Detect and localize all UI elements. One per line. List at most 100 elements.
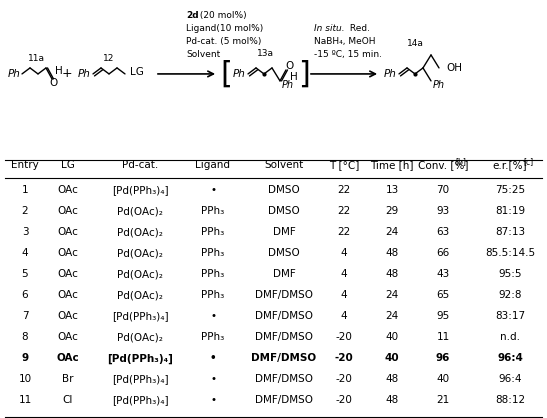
Text: •: • (210, 395, 216, 405)
Text: [Pd(PPh₃)₄]: [Pd(PPh₃)₄] (112, 375, 168, 385)
Text: [Pd(PPh₃)₄]: [Pd(PPh₃)₄] (112, 395, 168, 405)
Text: Ph: Ph (233, 69, 246, 79)
Text: Br: Br (62, 375, 74, 385)
Text: [c]: [c] (523, 157, 533, 166)
Text: e.r.[%]: e.r.[%] (493, 160, 527, 170)
Text: 93: 93 (437, 206, 450, 216)
Text: -20: -20 (335, 375, 352, 385)
Text: 81:19: 81:19 (495, 206, 525, 216)
Text: 48: 48 (386, 269, 399, 279)
Text: 48: 48 (386, 395, 399, 405)
Text: 95: 95 (437, 311, 450, 321)
Text: 1: 1 (22, 185, 28, 195)
Text: 70: 70 (437, 185, 450, 195)
Text: •: • (210, 185, 216, 195)
Text: 2d: 2d (186, 11, 199, 20)
Text: 4: 4 (341, 311, 347, 321)
Text: 6: 6 (22, 291, 28, 301)
Text: 85.5:14.5: 85.5:14.5 (485, 248, 535, 258)
Text: 95:5: 95:5 (498, 269, 522, 279)
Text: DMSO: DMSO (268, 185, 300, 195)
Text: H: H (290, 72, 298, 82)
Text: T [°C]: T [°C] (329, 160, 359, 170)
Text: DMF/DMSO: DMF/DMSO (255, 291, 313, 301)
Text: 11a: 11a (27, 54, 44, 64)
Text: [b]: [b] (456, 157, 467, 166)
Text: DMF/DMSO: DMF/DMSO (255, 332, 313, 342)
Text: 96:4: 96:4 (497, 354, 523, 363)
Text: Pd-cat.: Pd-cat. (122, 160, 158, 170)
Text: 48: 48 (386, 375, 399, 385)
Text: PPh₃: PPh₃ (201, 332, 225, 342)
Text: Conv. [%]: Conv. [%] (418, 160, 468, 170)
Text: [Pd(PPh₃)₄]: [Pd(PPh₃)₄] (112, 185, 168, 195)
Text: 75:25: 75:25 (495, 185, 525, 195)
Text: •: • (210, 375, 216, 385)
Text: 7: 7 (22, 311, 28, 321)
Text: 5: 5 (22, 269, 28, 279)
Text: DMF/DMSO: DMF/DMSO (252, 354, 317, 363)
Text: (20 mol%): (20 mol%) (197, 11, 247, 20)
Text: Pd-cat. (5 mol%): Pd-cat. (5 mol%) (186, 38, 261, 46)
Text: OAc: OAc (57, 332, 78, 342)
Text: 3: 3 (22, 227, 28, 237)
Text: OAc: OAc (57, 248, 78, 258)
Text: 9: 9 (21, 354, 28, 363)
Text: Ligand(10 mol%): Ligand(10 mol%) (186, 25, 263, 33)
Text: Ph: Ph (78, 69, 91, 79)
Text: PPh₃: PPh₃ (201, 291, 225, 301)
Text: In situ.: In situ. (314, 25, 345, 33)
Text: •: • (210, 311, 216, 321)
Text: Pd(OAc)₂: Pd(OAc)₂ (117, 248, 163, 258)
Text: 22: 22 (337, 227, 351, 237)
Text: 92:8: 92:8 (498, 291, 522, 301)
Text: -20: -20 (335, 395, 352, 405)
Text: [: [ (220, 59, 232, 89)
Text: +: + (62, 67, 72, 80)
Text: O: O (285, 61, 293, 71)
Text: 21: 21 (437, 395, 450, 405)
Text: 10: 10 (19, 375, 32, 385)
Text: [Pd(PPh₃)₄]: [Pd(PPh₃)₄] (112, 311, 168, 321)
Text: 96:4: 96:4 (498, 375, 522, 385)
Text: Pd(OAc)₂: Pd(OAc)₂ (117, 332, 163, 342)
Text: 87:13: 87:13 (495, 227, 525, 237)
Text: OAc: OAc (57, 291, 78, 301)
Text: 40: 40 (385, 354, 399, 363)
Text: -15 ºC, 15 min.: -15 ºC, 15 min. (314, 51, 382, 59)
Text: [Pd(PPh₃)₄]: [Pd(PPh₃)₄] (107, 353, 173, 364)
Text: Ph: Ph (384, 69, 397, 79)
Text: PPh₃: PPh₃ (201, 269, 225, 279)
Text: Ph: Ph (8, 69, 21, 79)
Text: 14a: 14a (406, 39, 423, 48)
Text: Cl: Cl (63, 395, 73, 405)
Text: OAc: OAc (57, 311, 78, 321)
Text: DMF: DMF (272, 227, 295, 237)
Text: 24: 24 (386, 291, 399, 301)
Text: 13: 13 (386, 185, 399, 195)
Text: Solvent: Solvent (264, 160, 304, 170)
Text: 29: 29 (386, 206, 399, 216)
Text: NaBH₄, MeOH: NaBH₄, MeOH (314, 38, 375, 46)
Text: DMSO: DMSO (268, 206, 300, 216)
Text: 4: 4 (22, 248, 28, 258)
Text: PPh₃: PPh₃ (201, 227, 225, 237)
Text: 8: 8 (22, 332, 28, 342)
Text: 4: 4 (341, 248, 347, 258)
Text: Entry: Entry (11, 160, 39, 170)
Text: DMF/DMSO: DMF/DMSO (255, 395, 313, 405)
Text: 88:12: 88:12 (495, 395, 525, 405)
Text: 12: 12 (103, 54, 115, 64)
Text: 4: 4 (341, 291, 347, 301)
Text: H: H (55, 66, 63, 76)
Text: 83:17: 83:17 (495, 311, 525, 321)
Text: Ligand: Ligand (195, 160, 230, 170)
Text: •: • (210, 354, 216, 363)
Text: LG: LG (130, 67, 144, 77)
Text: 63: 63 (437, 227, 450, 237)
Text: OAc: OAc (57, 227, 78, 237)
Text: Time [h]: Time [h] (370, 160, 414, 170)
Text: ]: ] (298, 59, 310, 89)
Text: 11: 11 (437, 332, 450, 342)
Text: 13a: 13a (257, 49, 274, 59)
